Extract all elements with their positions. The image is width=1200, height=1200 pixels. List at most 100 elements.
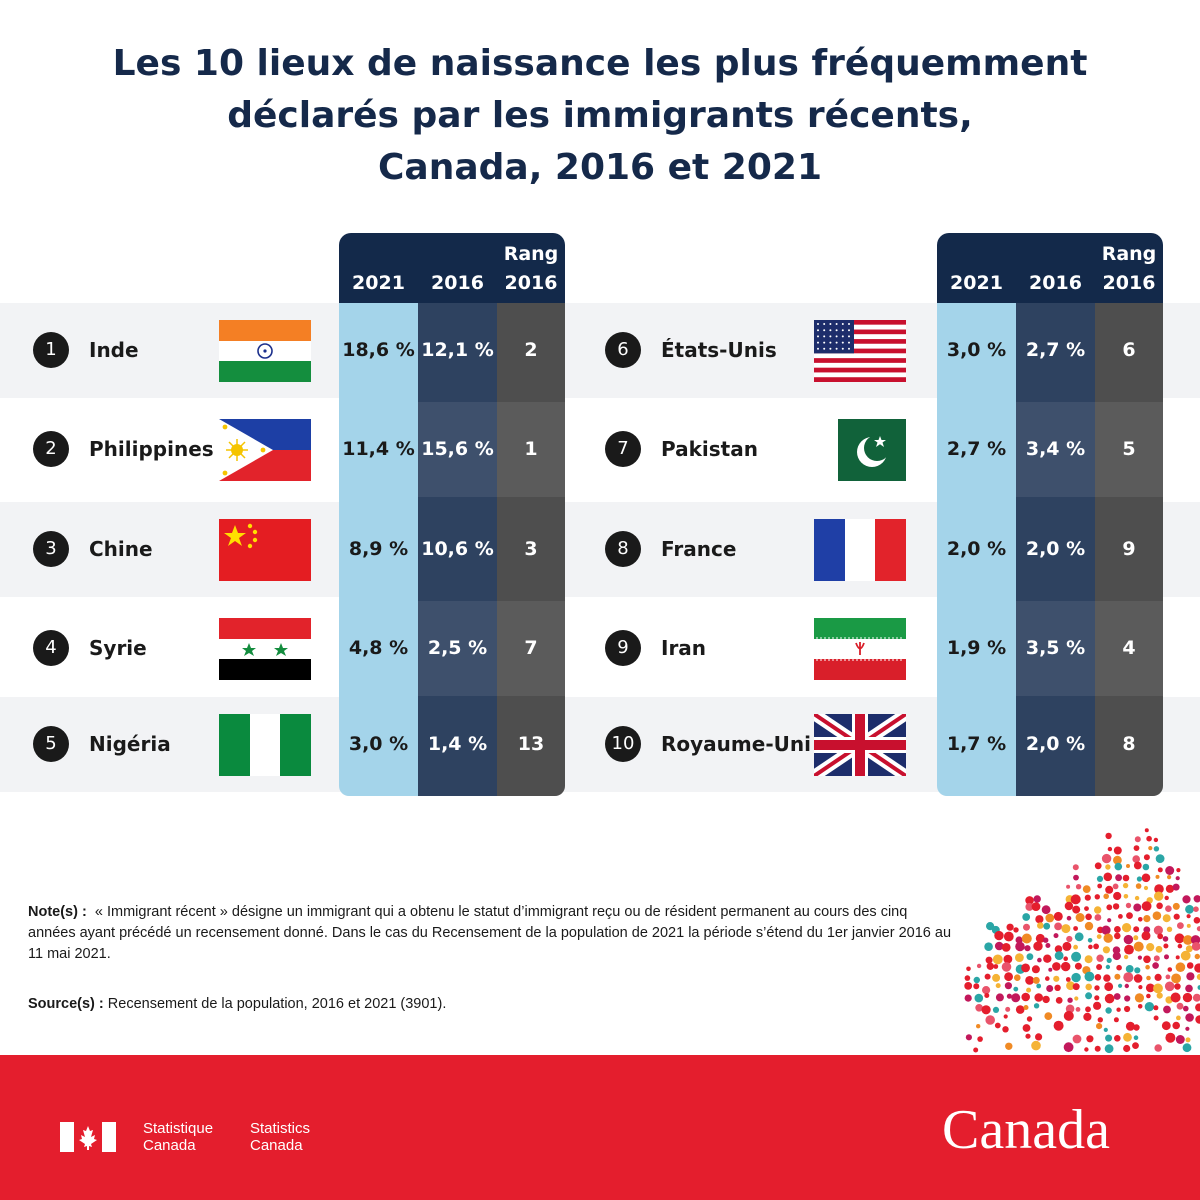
- leaf-dot: [1137, 955, 1142, 960]
- leaf-dot: [965, 1034, 972, 1041]
- leaf-dot: [1155, 874, 1160, 879]
- leaf-dot: [1074, 932, 1084, 942]
- leaf-dot: [1113, 855, 1122, 865]
- value-2021: 3,0 %: [946, 339, 1007, 361]
- leaf-dot: [1045, 943, 1051, 948]
- leaf-dot: [1123, 954, 1129, 960]
- leaf-dot: [1044, 1012, 1053, 1020]
- rank-badge: 7: [605, 431, 641, 467]
- value-2016: 2,7 %: [1025, 339, 1086, 361]
- leaf-dot: [1143, 885, 1149, 891]
- leaf-dot: [1003, 954, 1013, 964]
- leaf-dot: [1103, 872, 1113, 882]
- leaf-dot: [1033, 895, 1041, 903]
- header-rank-line2: 2016: [1102, 272, 1156, 294]
- leaf-dot: [1085, 992, 1093, 1000]
- leaf-dot: [1104, 993, 1115, 1004]
- leaf-dot: [1114, 926, 1121, 933]
- leaf-dot: [1094, 985, 1100, 991]
- header-rank-line1: Rang: [1101, 243, 1157, 265]
- leaf-dot: [1084, 1047, 1089, 1052]
- leaf-dot: [1153, 1015, 1159, 1021]
- notes-label: Note(s) :: [28, 904, 87, 920]
- leaf-dot: [1133, 1035, 1139, 1040]
- leaf-dot: [1093, 943, 1099, 950]
- leaf-dot: [1172, 1021, 1180, 1030]
- leaf-dot: [1163, 1005, 1171, 1014]
- rank-2016-value: 1: [524, 438, 538, 460]
- leaf-dot: [1173, 913, 1180, 920]
- leaf-dot: [1112, 946, 1121, 954]
- leaf-dot: [1075, 1007, 1081, 1012]
- value-2016: 3,5 %: [1025, 637, 1086, 659]
- leaf-dot: [1072, 905, 1081, 914]
- leaf-dot: [1162, 936, 1169, 942]
- leaf-dot: [1004, 982, 1012, 990]
- country-name: Royaume-Uni: [661, 732, 811, 756]
- leaf-dot: [1106, 904, 1113, 911]
- country-row: 1 Inde: [0, 303, 1200, 398]
- leaf-dot: [1087, 938, 1093, 943]
- leaf-dot: [976, 1024, 981, 1029]
- country-name: États-Unis: [661, 338, 777, 362]
- leaf-dot: [1067, 997, 1073, 1003]
- leaf-dot: [1113, 993, 1121, 1000]
- leaf-dot: [1133, 845, 1140, 851]
- leaf-dot: [1052, 962, 1061, 971]
- rank-badge: 4: [33, 630, 69, 666]
- leaf-dot: [1021, 963, 1030, 973]
- leaf-dot: [1177, 922, 1184, 929]
- country-name: Chine: [89, 537, 153, 561]
- leaf-dot: [1024, 945, 1031, 952]
- notes-text: « Immigrant récent » désigne un immigran…: [28, 904, 952, 962]
- leaf-dot: [1053, 975, 1060, 982]
- leaf-dot: [1185, 904, 1194, 914]
- flag-icon: [219, 714, 311, 776]
- leaf-dot: [976, 963, 982, 969]
- leaf-dot: [1153, 837, 1159, 843]
- country-name: Philippines: [89, 437, 214, 461]
- leaf-dot: [1152, 911, 1162, 920]
- leaf-dot: [1075, 884, 1082, 890]
- leaf-dot: [1041, 905, 1051, 915]
- leaf-dot: [1138, 917, 1143, 922]
- leaf-dot: [1066, 884, 1071, 889]
- value-2016: 2,0 %: [1025, 733, 1086, 755]
- header-2021: 2021: [352, 272, 405, 294]
- leaf-dot: [1025, 1033, 1031, 1039]
- leaf-dot: [1165, 866, 1175, 875]
- leaf-dot: [1025, 976, 1034, 985]
- leaf-dot: [1124, 944, 1134, 955]
- flag-icon: [219, 618, 311, 680]
- leaf-dot: [1045, 976, 1050, 981]
- leaf-dot: [1182, 1043, 1192, 1053]
- leaf-dot: [1112, 883, 1119, 890]
- leaf-dot: [1133, 1024, 1140, 1031]
- leaf-dot: [973, 983, 980, 990]
- leaf-dot: [1013, 927, 1019, 933]
- leaf-dot: [1165, 1032, 1176, 1043]
- leaf-dot: [964, 994, 972, 1002]
- leaf-dot: [1122, 923, 1132, 933]
- flag-icon: [219, 419, 311, 481]
- leaf-dot: [1070, 894, 1081, 905]
- leaf-dot: [1164, 895, 1169, 901]
- leaf-dot: [981, 1005, 991, 1015]
- statcan-fr: Statistique Canada: [143, 1120, 214, 1154]
- leaf-dot: [1102, 946, 1110, 954]
- leaf-dot: [982, 986, 991, 995]
- header-rank-line2: 2016: [504, 272, 558, 294]
- leaf-dot: [1195, 1003, 1200, 1012]
- leaf-dot: [1042, 995, 1050, 1004]
- leaf-dot: [977, 1036, 983, 1042]
- leaf-dot: [1157, 867, 1163, 873]
- row-tint: [418, 601, 565, 696]
- leaf-dot: [1126, 864, 1130, 868]
- value-2021: 3,0 %: [348, 733, 409, 755]
- leaf-dot: [1172, 902, 1180, 910]
- leaf-dot: [1155, 854, 1165, 863]
- leaf-dot: [1032, 976, 1040, 984]
- value-2021: 1,7 %: [946, 733, 1007, 755]
- leaf-dot: [1084, 894, 1091, 901]
- leaf-dot: [994, 941, 1004, 951]
